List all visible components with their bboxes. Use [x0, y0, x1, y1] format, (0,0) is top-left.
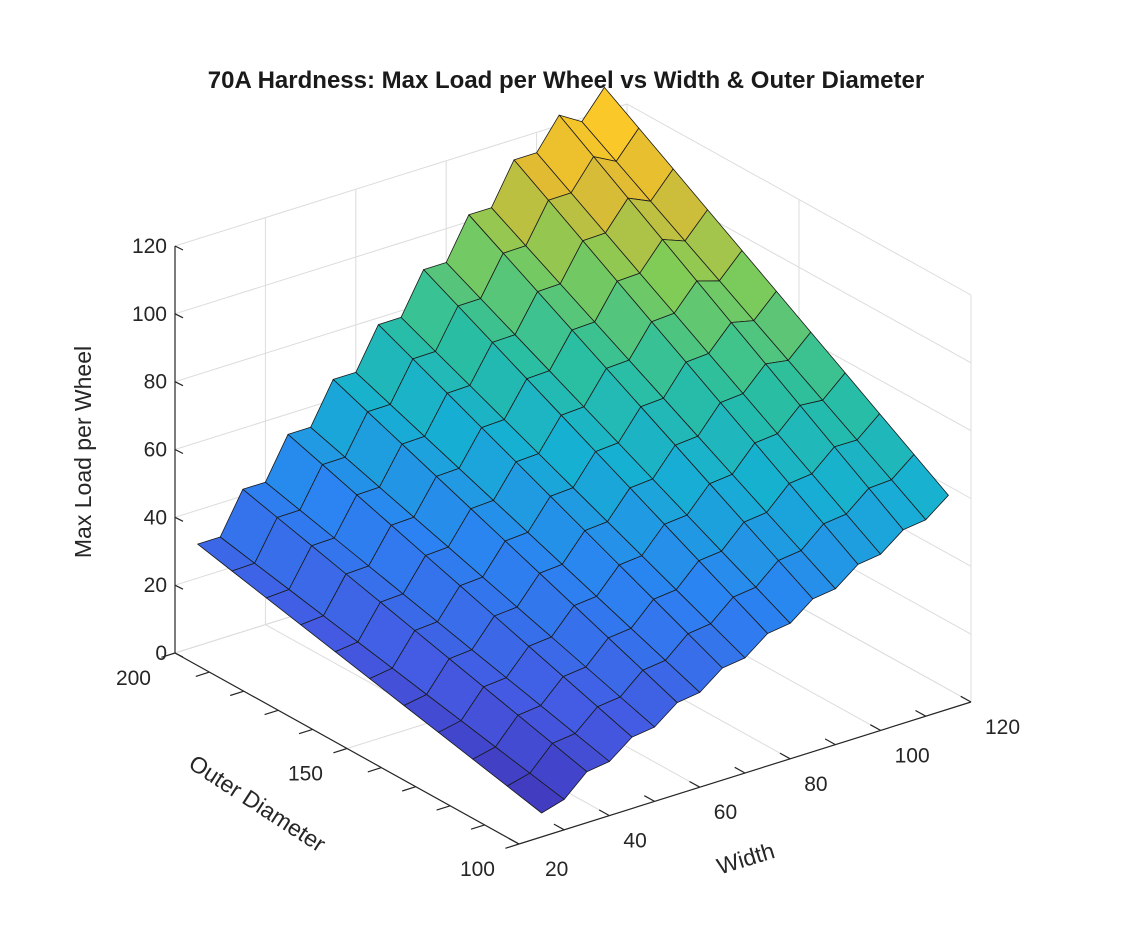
z-tick-mark [174, 313, 184, 319]
z-tick-mark [174, 652, 184, 658]
z-tick-label: 0 [155, 642, 167, 665]
y-tick-mark [333, 747, 348, 754]
y-tick-mark [195, 671, 210, 677]
x-tick-mark [960, 695, 972, 703]
y-tick-mark [367, 767, 382, 773]
x-tick-mark [598, 809, 610, 817]
x-tick-mark [915, 709, 927, 717]
z-tick-mark [174, 584, 184, 590]
surface-patch [506, 772, 565, 814]
z-tick-label: 100 [132, 303, 167, 326]
y-tick-label: 100 [460, 858, 495, 881]
x-tick-mark [689, 780, 701, 788]
y-tick-label: 150 [288, 763, 323, 786]
y-tick-mark [230, 690, 244, 697]
x-tick-label: 20 [545, 858, 568, 881]
z-tick-label: 40 [144, 506, 167, 529]
z-tick-label: 80 [144, 371, 167, 394]
y-tick-mark [402, 786, 416, 792]
z-tick-mark [174, 245, 184, 251]
y-tick-mark [161, 652, 176, 658]
z-tick-mark [174, 448, 184, 455]
surface-mesh [197, 87, 949, 814]
z-tick-label: 60 [144, 439, 167, 462]
z-axis-label: Max Load per Wheel [70, 346, 96, 558]
x-tick-mark [824, 738, 836, 746]
y-tick-mark [436, 805, 451, 811]
x-tick-label: 40 [623, 830, 646, 853]
z-tick-mark [174, 381, 184, 387]
x-tick-mark [644, 795, 655, 802]
x-axis-label: Width [714, 837, 778, 879]
z-tick-label: 20 [144, 574, 167, 597]
chart-title: 70A Hardness: Max Load per Wheel vs Widt… [208, 67, 924, 94]
z-tick-label: 120 [132, 235, 167, 258]
x-tick-label: 80 [804, 773, 827, 796]
x-tick-mark [553, 823, 565, 831]
grid-line [626, 103, 972, 296]
y-tick-mark [505, 843, 520, 849]
y-tick-mark [470, 824, 485, 830]
y-tick-label: 200 [116, 667, 151, 690]
x-tick-mark [734, 766, 746, 774]
x-tick-mark [779, 752, 791, 760]
z-tick-mark [174, 516, 184, 522]
x-tick-mark [870, 724, 881, 731]
x-tick-label: 100 [895, 744, 930, 767]
x-tick-label: 120 [985, 716, 1020, 739]
y-tick-mark [298, 728, 313, 735]
chart-axes [161, 245, 972, 849]
x-tick-mark [508, 837, 520, 845]
y-tick-mark [264, 709, 279, 716]
x-tick-label: 60 [714, 801, 737, 824]
